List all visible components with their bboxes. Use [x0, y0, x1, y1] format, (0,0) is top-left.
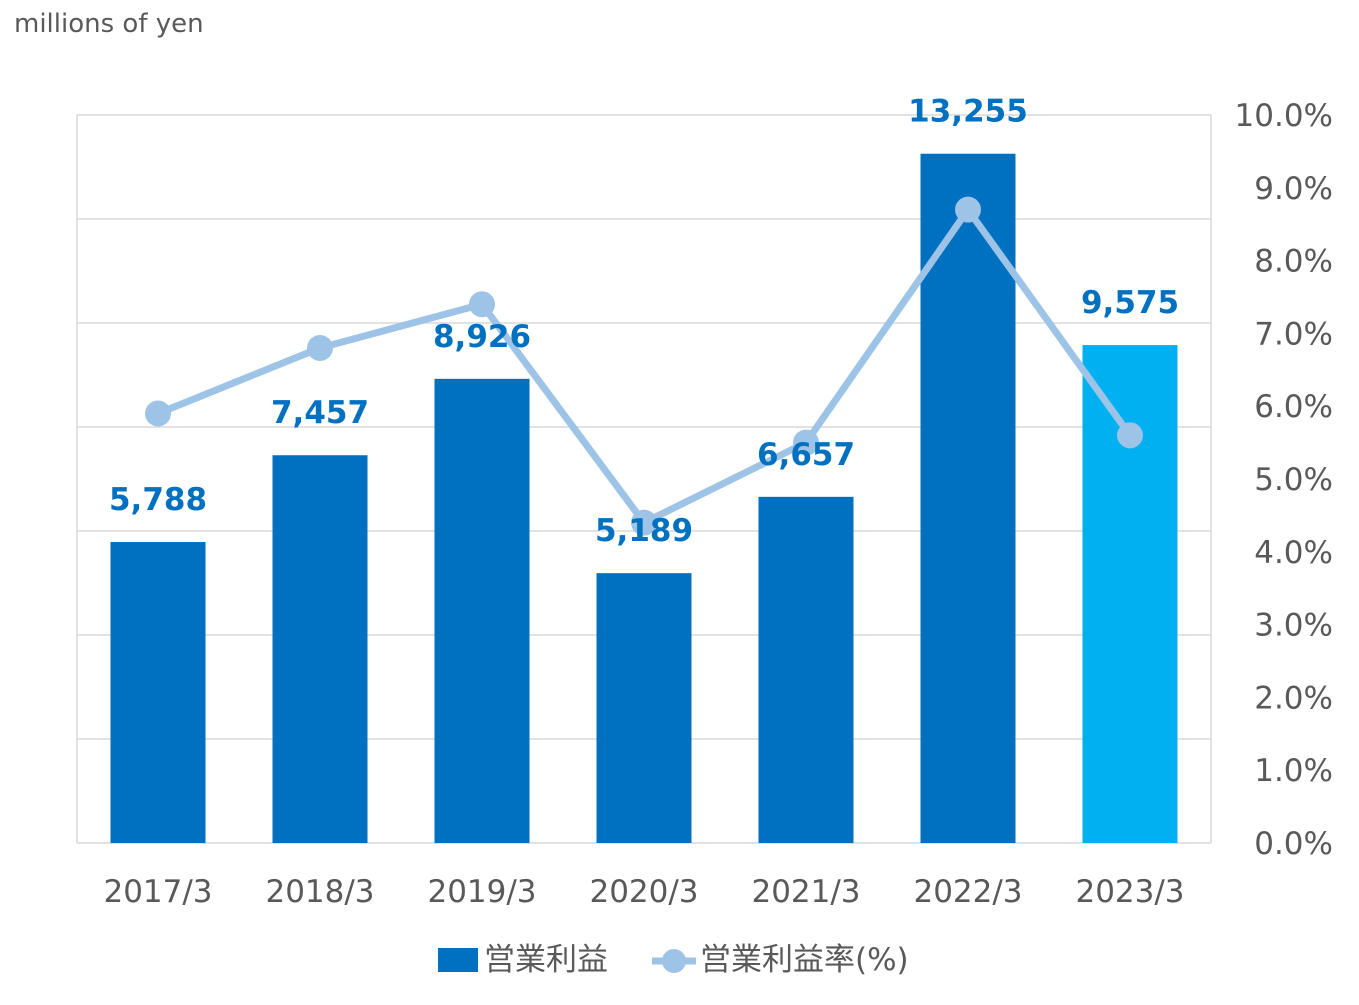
margin-point-2020-3 [631, 509, 657, 536]
x-tick-label: 2019/3 [427, 874, 536, 910]
margin-point-2019-3 [469, 291, 495, 318]
y-right-tick-label: 10.0% [1235, 98, 1333, 134]
bar-2017-3 [110, 542, 206, 843]
x-tick-label: 2018/3 [265, 874, 374, 910]
y-right-tick-label: 8.0% [1254, 244, 1333, 280]
bar-2022-3 [920, 153, 1016, 844]
legend: 営業利益 営業利益率(%) [438, 942, 909, 978]
y-right-tick-label: 0.0% [1254, 826, 1333, 862]
bar-value-label: 8,926 [433, 319, 531, 355]
legend-bar-label: 営業利益 [484, 942, 608, 978]
legend-line-marker [662, 949, 686, 973]
margin-point-2023-3 [1117, 422, 1143, 449]
y-right-tick-label: 1.0% [1254, 753, 1333, 789]
unit-label: millions of yen [14, 9, 204, 39]
bar-value-label: 5,189 [595, 513, 693, 549]
y-right-tick-label: 9.0% [1254, 171, 1333, 207]
bar-value-label: 9,575 [1081, 285, 1179, 321]
y-right-tick-label: 5.0% [1254, 462, 1333, 498]
x-tick-label: 2022/3 [913, 874, 1022, 910]
y-right-tick-label: 7.0% [1254, 316, 1333, 352]
x-tick-label: 2017/3 [103, 874, 212, 910]
x-axis: 2017/3 2018/3 2019/3 2020/3 2021/3 2022/3 2023… [103, 874, 1184, 910]
line-series [145, 196, 1143, 536]
bar-2021-3 [758, 496, 854, 843]
bar-2018-3 [272, 455, 368, 843]
bars [110, 153, 1178, 844]
y-right-tick-label: 2.0% [1254, 680, 1333, 716]
y-right-tick-label: 6.0% [1254, 389, 1333, 425]
bar-2019-3 [434, 378, 530, 843]
y-right-tick-label: 4.0% [1254, 535, 1333, 571]
bar-2020-3 [596, 573, 692, 843]
margin-point-2021-3 [793, 429, 819, 456]
bar-value-label: 5,788 [109, 482, 207, 518]
x-tick-label: 2023/3 [1075, 874, 1184, 910]
x-tick-label: 2021/3 [751, 874, 860, 910]
data-labels: 5,788 7,457 8,926 5,189 6,657 13,255 9,575 [109, 94, 1179, 549]
margin-point-2022-3 [955, 196, 981, 223]
bar-value-label: 7,457 [271, 395, 369, 431]
bar-2023-3 [1082, 345, 1178, 843]
y-axis-right: 0.0% 1.0% 2.0% 3.0% 4.0% 5.0% 6.0% 7.0% 8.0% 9.0%… [1235, 98, 1333, 862]
x-tick-label: 2020/3 [589, 874, 698, 910]
plot-grid [76, 114, 1212, 844]
bar-value-label: 13,255 [908, 94, 1028, 130]
margin-point-2018-3 [307, 334, 333, 361]
y-right-tick-label: 3.0% [1254, 608, 1333, 644]
legend-line-label: 営業利益率(%) [700, 942, 909, 978]
bar-value-label: 6,657 [757, 437, 855, 473]
margin-point-2017-3 [145, 400, 171, 427]
legend-bar-swatch [438, 948, 478, 972]
